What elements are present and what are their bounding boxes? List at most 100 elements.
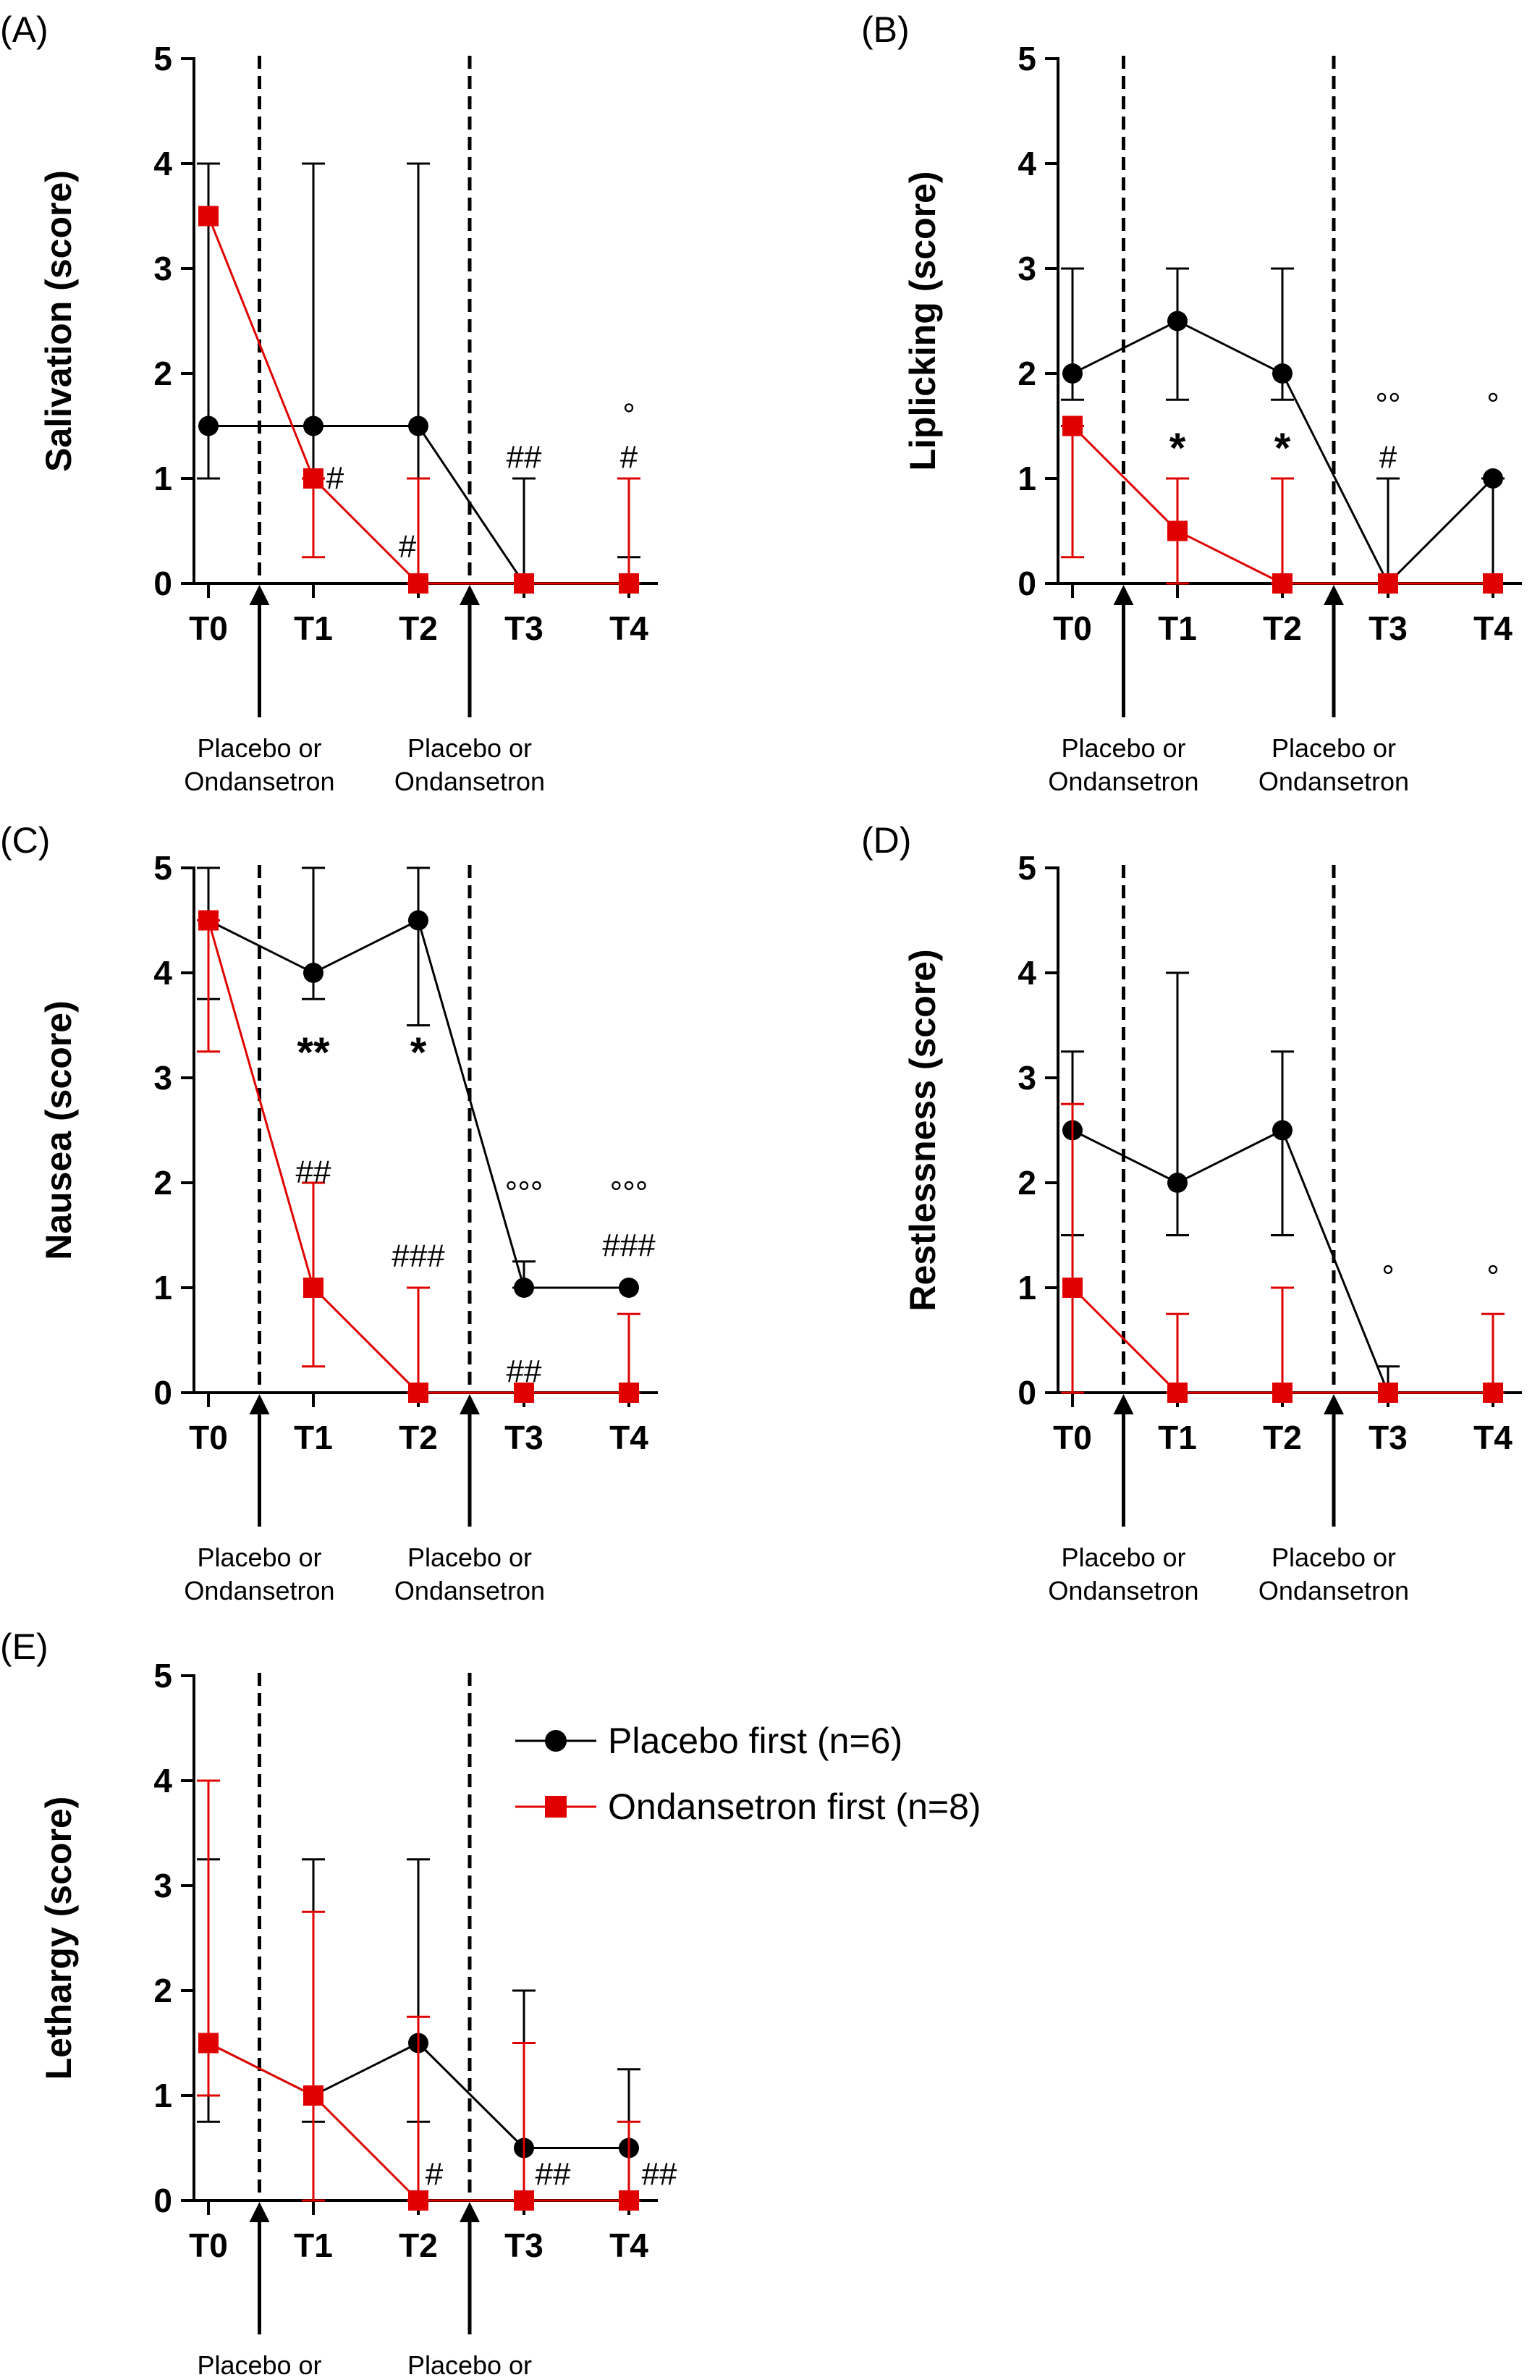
y-tick-label: 0 [153, 1374, 172, 1411]
y-tick-label: 2 [1018, 1164, 1036, 1202]
x-tick-label: T1 [294, 2227, 333, 2264]
x-tick-label: T1 [294, 1419, 333, 1456]
x-tick-label: T4 [1473, 609, 1512, 647]
dose-note: Placebo or [197, 1543, 321, 1572]
significance-mark: ## [296, 1155, 331, 1190]
x-tick-label: T0 [1053, 609, 1092, 647]
significance-mark: ## [507, 439, 542, 475]
data-point [198, 2033, 219, 2054]
x-tick-label: T4 [609, 2227, 648, 2264]
panel-label: (A) [0, 9, 48, 50]
data-point [408, 573, 428, 594]
y-tick-label: 0 [1018, 1374, 1036, 1411]
data-point [303, 1278, 323, 1298]
data-point [198, 910, 219, 931]
y-tick-label: 2 [1018, 355, 1036, 392]
y-tick-label: 5 [153, 1657, 172, 1695]
panel-label: (E) [0, 1626, 48, 1667]
x-tick-label: T0 [189, 609, 228, 647]
data-point [1167, 1173, 1188, 1193]
y-tick-label: 0 [1018, 565, 1036, 602]
x-tick-label: T0 [189, 2227, 228, 2264]
dose-arrowhead [249, 1394, 270, 1414]
data-point [514, 1278, 534, 1298]
dose-arrowhead [460, 1394, 480, 1414]
data-point [1272, 363, 1292, 384]
x-tick-label: T3 [504, 609, 543, 647]
legend-label-placebo: Placebo first (n=6) [608, 1721, 902, 1761]
data-point [408, 415, 428, 436]
series-ondansetron [1061, 415, 1503, 594]
x-tick-label: T3 [1368, 609, 1408, 647]
x-tick-label: T2 [399, 2227, 438, 2264]
y-tick-label: 3 [153, 1867, 172, 1904]
panel-label: (D) [861, 820, 911, 861]
data-point [514, 2190, 534, 2211]
dose-note: Ondansetron [1258, 1576, 1409, 1605]
significance-mark: ° [1486, 387, 1499, 423]
y-axis-label: Restlessness (score) [902, 949, 943, 1311]
dose-note: Ondansetron [184, 767, 334, 796]
x-tick-label: T4 [1473, 1419, 1512, 1456]
dose-note: Placebo or [197, 733, 321, 763]
significance-mark: # [1379, 439, 1397, 475]
dose-arrowhead [249, 585, 270, 605]
significance-mark: * [1169, 425, 1186, 472]
data-point [619, 2190, 639, 2211]
y-tick-label: 4 [153, 954, 172, 992]
y-tick-label: 5 [1018, 40, 1036, 77]
y-tick-label: 1 [1018, 1269, 1036, 1307]
data-point [303, 2085, 323, 2106]
y-tick-label: 1 [153, 2077, 172, 2114]
data-point [514, 1383, 534, 1403]
panel-c: (C) 0 1 2 3 4 5 T0 T1 T2 T3 T4 Nausea (score) Placebo… [0, 820, 658, 1605]
data-point [408, 2190, 428, 2211]
significance-mark: ## [536, 2156, 571, 2192]
y-tick-label: 2 [153, 1972, 172, 2009]
data-point [1167, 1383, 1188, 1403]
data-point [303, 963, 323, 983]
y-tick-label: 0 [153, 565, 172, 602]
x-tick-label: T4 [609, 609, 648, 647]
y-axis-label: Salivation (score) [38, 170, 79, 472]
dose-note: Ondansetron [1048, 1576, 1198, 1605]
data-point [619, 1278, 639, 1298]
data-point [1272, 573, 1292, 594]
data-point [619, 1383, 639, 1403]
dose-note: Ondansetron [394, 767, 545, 796]
series-ondansetron [198, 206, 640, 594]
y-tick-label: 4 [1018, 954, 1036, 992]
legend-placebo: Placebo first (n=6) [515, 1721, 902, 1761]
data-point [1378, 573, 1398, 594]
x-tick-label: T2 [399, 1419, 438, 1456]
data-point [303, 468, 323, 489]
panel-a: (A) 0 1 2 3 4 5 T0 T1 T2 T3 T4 Salivation (score) Pla… [0, 9, 658, 796]
y-tick-label: 4 [1018, 145, 1036, 182]
data-point [1167, 311, 1188, 332]
y-tick-label: 1 [153, 460, 172, 497]
data-point [303, 415, 323, 436]
dose-arrowhead [1324, 585, 1344, 605]
dose-arrowhead [1113, 585, 1134, 605]
y-tick-label: 3 [153, 1059, 172, 1097]
significance-mark: ** [297, 1029, 330, 1076]
x-tick-label: T0 [1053, 1419, 1092, 1456]
dose-note: Placebo or [1061, 733, 1185, 763]
data-point [1062, 415, 1083, 436]
dose-note: Ondansetron [184, 1576, 334, 1605]
x-tick-label: T3 [1368, 1419, 1408, 1456]
legend-label-ondansetron: Ondansetron first (n=8) [608, 1786, 981, 1827]
data-point [1062, 1278, 1083, 1298]
y-tick-label: 2 [153, 355, 172, 392]
panel-e: (E) 0 1 2 3 4 5 T0 T1 T2 T3 T4 Lethargy (score) Place… [0, 1626, 677, 2380]
data-point [198, 206, 219, 227]
significance-mark: °° [1375, 387, 1400, 423]
x-tick-label: T3 [504, 2227, 543, 2264]
x-tick-label: T3 [504, 1419, 543, 1456]
panel-label: (B) [861, 9, 910, 50]
dose-arrowhead [460, 2202, 480, 2222]
y-tick-label: 3 [153, 250, 172, 287]
dose-note: Placebo or [1061, 1543, 1185, 1572]
data-point [1062, 363, 1083, 384]
